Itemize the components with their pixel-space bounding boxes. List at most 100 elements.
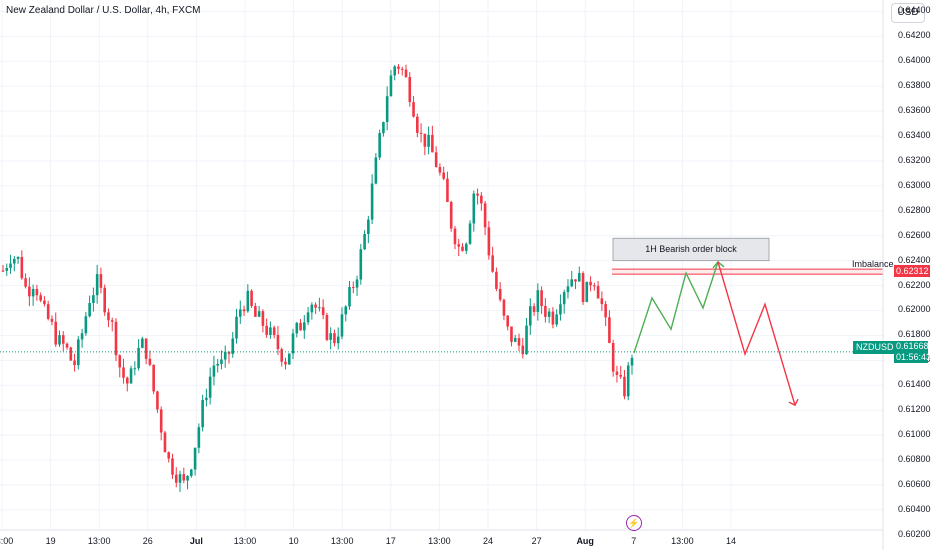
y-tick-label: 0.62200 — [898, 279, 931, 290]
candle-body — [254, 306, 257, 317]
y-tick-label: 0.60600 — [898, 478, 931, 489]
candle — [148, 350, 152, 367]
candle — [182, 467, 186, 484]
candle — [626, 362, 630, 401]
candle-body — [604, 304, 607, 318]
candle — [412, 95, 415, 118]
candle-body — [574, 279, 577, 282]
candle-body — [431, 134, 434, 153]
candle — [129, 365, 133, 384]
candle-body — [95, 274, 99, 296]
candle — [404, 64, 408, 78]
candle-body — [167, 452, 171, 459]
candle — [257, 306, 261, 318]
x-tick-label: 26 — [142, 536, 153, 546]
candle-body — [39, 295, 42, 301]
candle — [453, 225, 457, 250]
candle — [359, 243, 363, 285]
candle-body — [570, 279, 574, 287]
candle-body — [393, 66, 397, 76]
x-tick-label: 14 — [725, 536, 737, 546]
candle-body — [201, 399, 204, 428]
candle-body — [73, 360, 76, 366]
candle — [152, 364, 155, 395]
lightning-icon[interactable]: ⚡ — [626, 515, 642, 531]
y-tick-label: 0.61200 — [898, 404, 931, 415]
candle — [28, 277, 31, 307]
candle — [50, 315, 54, 326]
candle-body — [589, 281, 592, 286]
candle — [167, 451, 171, 463]
candle — [69, 346, 73, 361]
candle — [351, 281, 355, 294]
candle-body — [35, 288, 39, 296]
candle — [446, 171, 449, 203]
candle — [299, 318, 302, 331]
candle-body — [532, 306, 536, 312]
candle — [536, 283, 540, 321]
candle-body — [20, 256, 24, 279]
candle — [363, 230, 366, 251]
candle — [374, 153, 378, 185]
candle-body — [385, 96, 389, 123]
candle — [216, 358, 219, 373]
candle — [110, 317, 114, 332]
candle — [517, 333, 521, 352]
candle — [269, 321, 272, 339]
candle — [287, 353, 291, 366]
candle — [205, 388, 208, 407]
x-tick-label: Jul — [189, 536, 203, 546]
candle — [20, 250, 24, 280]
y-tick-label: 0.63400 — [898, 130, 931, 141]
projection-down-path — [717, 261, 796, 406]
candle — [1, 265, 5, 272]
candle-body — [555, 314, 558, 325]
candle-body — [461, 246, 464, 251]
candle-body — [156, 391, 159, 410]
candle — [95, 264, 99, 304]
candle-body — [438, 167, 442, 173]
candle-body — [363, 233, 366, 250]
candle-body — [378, 133, 381, 158]
candle — [566, 279, 570, 299]
candle-body — [212, 365, 216, 377]
x-tick-label: 13:00 — [671, 536, 694, 546]
candle — [238, 300, 242, 324]
y-tick-label: 0.63600 — [898, 105, 931, 116]
candle-body — [513, 338, 517, 342]
candle-body — [43, 300, 46, 305]
y-tick-label: 0.60400 — [898, 503, 931, 514]
candle-body — [325, 315, 329, 340]
candle — [265, 318, 268, 338]
candle-body — [374, 157, 378, 184]
candle — [159, 406, 163, 441]
candle — [348, 280, 351, 310]
candle-body — [329, 333, 332, 340]
candle-body — [544, 306, 547, 317]
x-tick-label: 13:00 — [330, 536, 354, 546]
candle — [24, 273, 27, 289]
candle-body — [382, 122, 385, 134]
y-tick-label: 0.60800 — [898, 454, 931, 464]
candle-body — [110, 320, 114, 322]
imbalance-price-tag: 0.62312 — [894, 265, 930, 277]
candle — [472, 190, 476, 232]
candle — [9, 254, 12, 274]
candle — [336, 327, 340, 350]
candle-body — [88, 303, 91, 317]
currency-button[interactable]: USD — [891, 3, 925, 23]
y-tick-label: 0.62600 — [898, 229, 931, 240]
candle — [581, 271, 585, 305]
candle-body — [261, 311, 265, 326]
candle — [480, 192, 483, 211]
y-tick-label: 0.64200 — [898, 30, 931, 41]
candle — [464, 242, 468, 255]
candle — [498, 282, 502, 302]
candle-body — [265, 325, 268, 335]
candle-body — [318, 307, 321, 309]
candle — [400, 66, 404, 76]
candle-body — [419, 132, 423, 134]
candle — [431, 125, 434, 153]
candle — [99, 267, 103, 294]
